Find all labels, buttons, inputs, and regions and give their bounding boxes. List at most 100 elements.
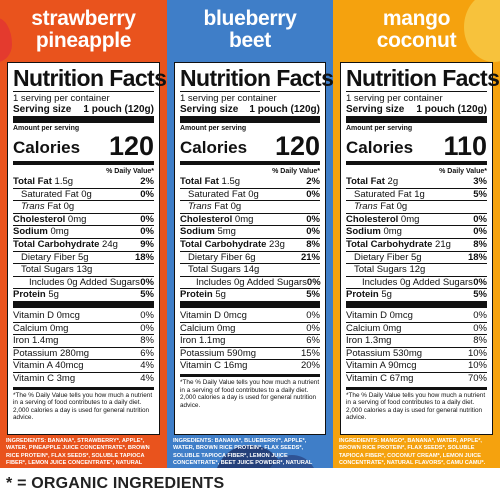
nutrition-column-2: mango coconut Nutrition Facts 1 serving per… bbox=[333, 0, 500, 468]
nutrient-amount: 0mg bbox=[50, 226, 69, 238]
vitamin-daily-value: 0% bbox=[140, 322, 154, 334]
thick-divider bbox=[13, 300, 154, 308]
calories-value: 120 bbox=[108, 131, 154, 161]
nutrient-daily-value: 0% bbox=[306, 226, 320, 238]
divider bbox=[346, 91, 487, 92]
nutrient-label: Includes 0g Added Sugars bbox=[362, 276, 473, 288]
nutrient-daily-value: 18% bbox=[467, 251, 487, 263]
nutrient-row: Total Fat 2g 3% bbox=[346, 176, 487, 188]
thick-divider bbox=[180, 116, 320, 123]
vitamin-row: Vitamin A 90mcg 10% bbox=[346, 359, 487, 372]
vitamin-label: Calcium 0mg bbox=[13, 322, 69, 334]
vitamin-label: Vitamin A 40mcg bbox=[13, 360, 84, 372]
nutrient-label: Total Carbohydrate bbox=[346, 238, 433, 250]
nutrient-amount: 0g bbox=[81, 188, 92, 200]
nutrient-label: Protein bbox=[13, 289, 46, 301]
nutrient-label: Saturated Fat bbox=[188, 188, 246, 200]
nutrition-facts-panel: Nutrition Facts 1 serving per container Se… bbox=[174, 62, 333, 435]
serving-size-label: Serving size bbox=[180, 104, 239, 115]
nutrition-facts-panel: Nutrition Facts 1 serving per container Se… bbox=[340, 62, 500, 435]
vitamin-daily-value: 4% bbox=[140, 372, 154, 384]
thick-divider bbox=[346, 116, 487, 123]
vitamin-daily-value: 70% bbox=[467, 372, 487, 384]
divider bbox=[13, 91, 154, 92]
thick-divider bbox=[180, 300, 320, 308]
calories-value: 110 bbox=[443, 131, 487, 161]
nutrient-daily-value: 0% bbox=[473, 226, 487, 238]
vitamin-row: Potassium 590mg 15% bbox=[180, 346, 320, 360]
daily-value-header: % Daily Value* bbox=[272, 168, 320, 175]
vitamin-daily-value: 10% bbox=[467, 360, 487, 372]
strawberry-fruit-decoration bbox=[0, 18, 12, 62]
nutrient-label: Total Carbohydrate bbox=[13, 238, 100, 250]
nutrient-daily-value: 8% bbox=[473, 238, 487, 250]
nutrient-row: Total Sugars 13g bbox=[13, 263, 154, 276]
nutrient-daily-value: 2% bbox=[306, 176, 320, 187]
nutrient-row: Total Carbohydrate 24g 9% bbox=[13, 237, 154, 251]
vitamin-label: Potassium 280mg bbox=[13, 347, 90, 359]
nutrient-amount: 2g bbox=[387, 176, 399, 187]
vitamin-row: Vitamin C 16mg 20% bbox=[180, 359, 320, 372]
thick-divider bbox=[346, 300, 487, 308]
nutrient-daily-value: 3% bbox=[473, 176, 487, 187]
nutrient-label: Trans bbox=[21, 201, 45, 213]
vitamin-label: Potassium 530mg bbox=[346, 347, 423, 359]
calories-row: Calories 120 bbox=[180, 133, 320, 160]
ingredients-list: INGREDIENTS: BANANA*, STRAWBERRY*, APPLE… bbox=[6, 438, 150, 468]
nutrient-label: Includes 0g Added Sugars bbox=[196, 276, 307, 288]
nutrient-row: Saturated Fat 1g 5% bbox=[346, 187, 487, 201]
vitamin-row: Calcium 0mg 0% bbox=[346, 321, 487, 335]
nutrient-daily-value: 0% bbox=[140, 213, 154, 225]
nutrient-label: Total Fat bbox=[346, 176, 385, 187]
daily-value-header: % Daily Value* bbox=[439, 168, 487, 175]
medium-divider bbox=[13, 386, 154, 390]
nutrient-row: Cholesterol 0mg 0% bbox=[180, 212, 320, 226]
flavor-line-2: beet bbox=[229, 29, 271, 52]
nutrient-daily-value: 0% bbox=[140, 188, 154, 200]
vitamin-row: Vitamin D 0mcg 0% bbox=[13, 310, 154, 322]
serving-size-value: 1 pouch (120g) bbox=[249, 104, 320, 115]
nutrient-amount: 1.5g bbox=[221, 176, 241, 187]
nutrient-row: Sodium 5mg 0% bbox=[180, 225, 320, 238]
flavor-line-1: strawberry bbox=[31, 7, 136, 30]
vitamin-daily-value: 0% bbox=[473, 322, 487, 334]
nutrient-row: Total Carbohydrate 21g 8% bbox=[346, 237, 487, 251]
nutrition-facts-panel: Nutrition Facts 1 serving per container Se… bbox=[7, 62, 167, 435]
vitamin-row: Vitamin D 0mcg 0% bbox=[346, 310, 487, 322]
daily-value-footnote: *The % Daily Value tells you how much a … bbox=[180, 378, 320, 409]
serving-size-row: Serving size 1 pouch (120g) bbox=[180, 104, 320, 115]
vitamin-label: Vitamin D 0mcg bbox=[180, 309, 247, 321]
nutrient-row: Total Sugars 14g bbox=[180, 263, 320, 276]
daily-value-footnote: *The % Daily Value tells you how much a … bbox=[346, 391, 486, 422]
nutrient-label: Protein bbox=[180, 289, 213, 301]
organic-note-text: * = ORGANIC INGREDIENTS bbox=[6, 475, 225, 492]
nutrient-amount: 5g bbox=[215, 289, 226, 301]
servings-per-container: 1 serving per container bbox=[13, 93, 110, 104]
calories-row: Calories 110 bbox=[346, 131, 487, 161]
vitamin-daily-value: 20% bbox=[300, 360, 320, 372]
thick-divider bbox=[13, 116, 154, 123]
nutrient-label: Cholesterol bbox=[13, 213, 66, 225]
nutrient-label: Cholesterol bbox=[180, 213, 233, 225]
nutrient-daily-value: 8% bbox=[306, 238, 320, 250]
nutrient-row: Includes 0g Added Sugars 0% bbox=[13, 275, 154, 289]
nutrient-amount: 14g bbox=[243, 264, 260, 276]
nutrient-daily-value: 9% bbox=[140, 238, 154, 250]
nutrient-label: Total Sugars bbox=[354, 264, 407, 276]
nutrient-amount: 6g bbox=[245, 251, 256, 263]
nutrient-row: Trans Fat 0g bbox=[346, 200, 487, 213]
nutrient-amount: 5g bbox=[411, 251, 422, 263]
nutrient-label: Protein bbox=[346, 289, 379, 301]
vitamin-label: Vitamin D 0mcg bbox=[13, 309, 80, 321]
nutrient-label: Includes 0g Added Sugars bbox=[29, 276, 140, 288]
vitamin-row: Vitamin D 0mcg 0% bbox=[180, 310, 320, 322]
vitamin-label: Iron 1.1mg bbox=[180, 335, 226, 347]
nutrient-daily-value: 18% bbox=[134, 251, 154, 263]
nutrient-label: Total Carbohydrate bbox=[180, 238, 267, 250]
nutrient-amount: 0g bbox=[248, 188, 259, 200]
nutrient-daily-value: 0% bbox=[306, 213, 320, 225]
vitamin-row: Calcium 0mg 0% bbox=[13, 321, 154, 335]
vitamin-row: Iron 1.4mg 8% bbox=[13, 334, 154, 347]
nutrient-row: Dietary Fiber 5g 18% bbox=[346, 250, 487, 264]
vitamin-daily-value: 0% bbox=[306, 322, 320, 334]
